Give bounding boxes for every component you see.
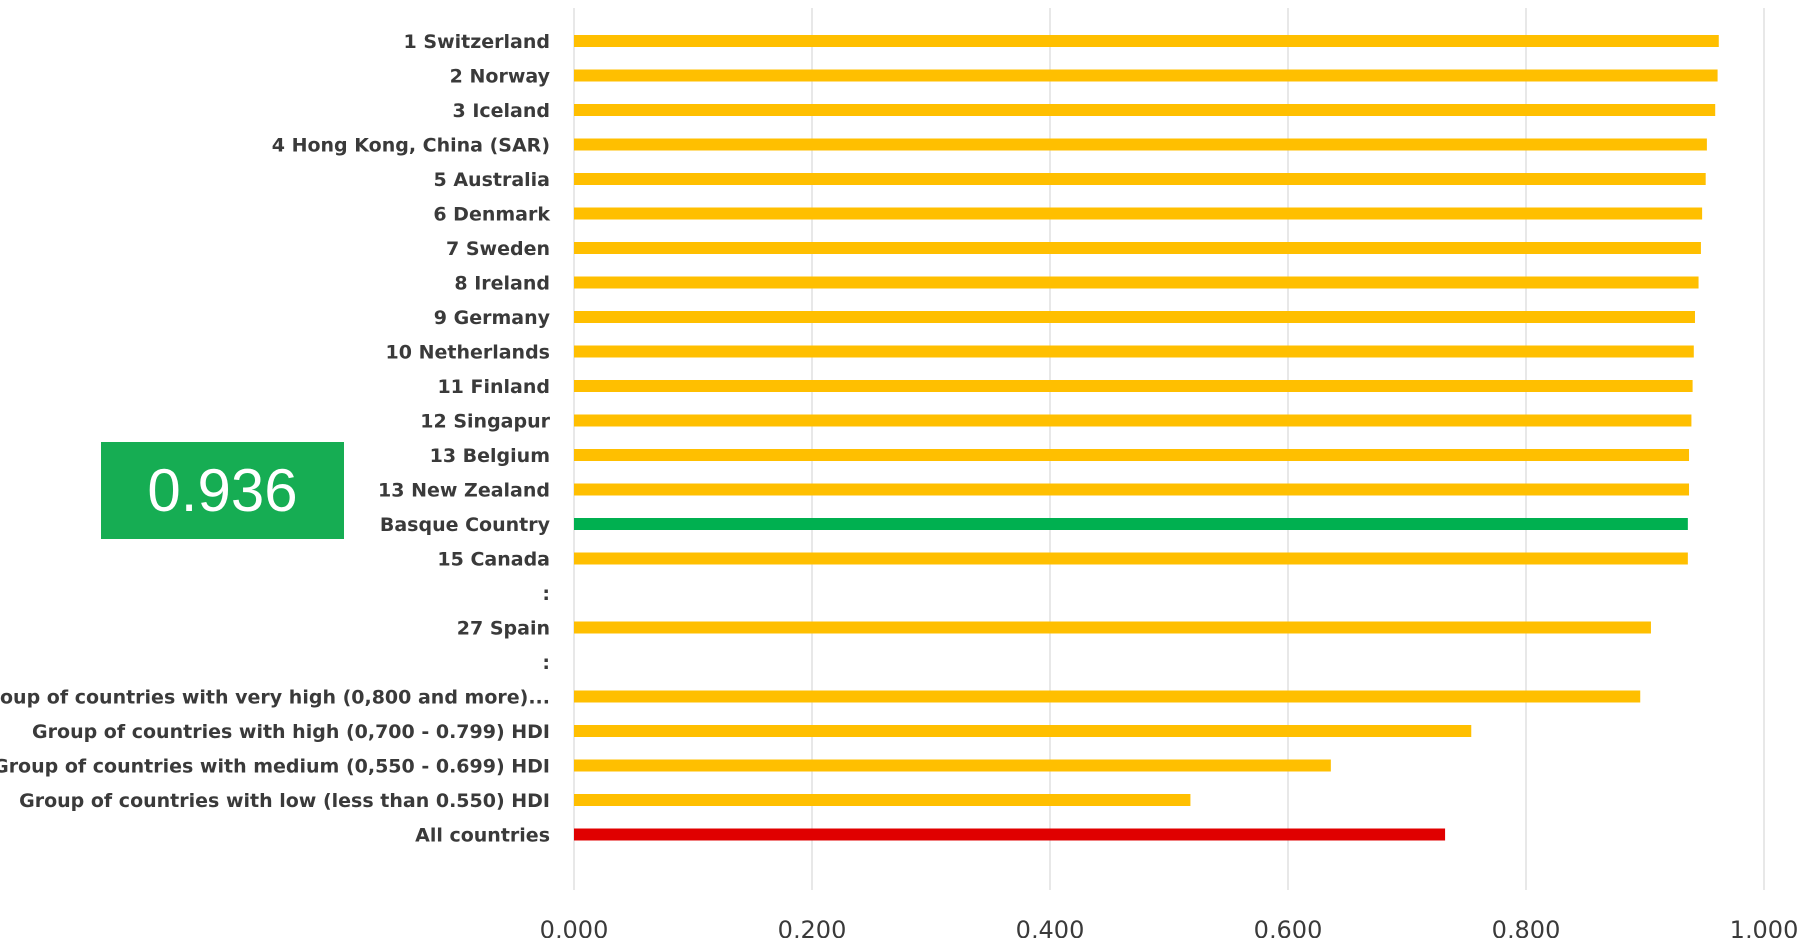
bar [574,414,1692,427]
bar [574,690,1641,703]
bar [574,449,1690,461]
x-tick-label: 0,400 [1016,916,1085,938]
category-label: 5 Australia [434,169,551,191]
bar [574,725,1472,737]
x-axis-tick-labels: 0,000 0,200 0,400 0,600 0,800 1,000 [540,916,1799,938]
bar [574,138,1707,151]
bar [574,276,1699,289]
bar [574,345,1694,358]
bar [574,552,1688,565]
bars [574,35,1719,841]
category-label: 13 Belgium [430,445,550,467]
bar [574,483,1690,496]
bar [574,759,1331,772]
category-label: 10 Netherlands [386,342,550,364]
bar [574,35,1719,47]
category-label: : [542,583,550,605]
bar [574,173,1706,185]
bar [574,242,1701,254]
bar [574,621,1651,634]
category-label: Group of countries with high (0,700 - 0.… [32,721,550,743]
x-tick-label: 1,000 [1730,916,1799,938]
bar [574,794,1191,806]
highlight-value-badge: 0.936 [101,442,344,539]
category-label: Basque Country [380,514,551,536]
category-label: 8 Ireland [454,273,550,295]
category-label: Group of countries with low (less than 0… [19,790,550,812]
category-label: 3 Iceland [452,100,550,122]
category-label: All countries [415,825,550,847]
category-label: 11 Finland [437,376,550,398]
category-label: 6 Denmark [433,204,550,226]
bar [574,518,1688,530]
category-labels: 1 Switzerland 2 Norway 3 Iceland 4 Hong Kon… [0,31,551,847]
bar [574,311,1695,323]
category-label: 12 Singapur [420,411,550,433]
x-tick-label: 0,200 [778,916,847,938]
category-label: 13 New Zealand [378,480,550,502]
category-label: Group of countries with medium (0,550 - … [0,756,550,778]
x-tick-label: 0,800 [1492,916,1561,938]
category-label: : [542,652,550,674]
bar [574,69,1718,82]
category-label: Group of countries with very high (0,800… [0,687,550,709]
category-label: 7 Sweden [446,238,550,260]
category-label: 1 Switzerland [404,31,550,53]
bar [574,380,1693,392]
category-label: 9 Germany [434,307,551,329]
bar [574,828,1446,841]
bar [574,207,1703,220]
category-label: 2 Norway [450,66,551,88]
x-tick-label: 0,000 [540,916,609,938]
category-label: 4 Hong Kong, China (SAR) [272,135,550,157]
category-label: 15 Canada [437,549,550,571]
bar [574,104,1716,116]
x-tick-label: 0,600 [1254,916,1323,938]
category-label: 27 Spain [457,618,550,640]
